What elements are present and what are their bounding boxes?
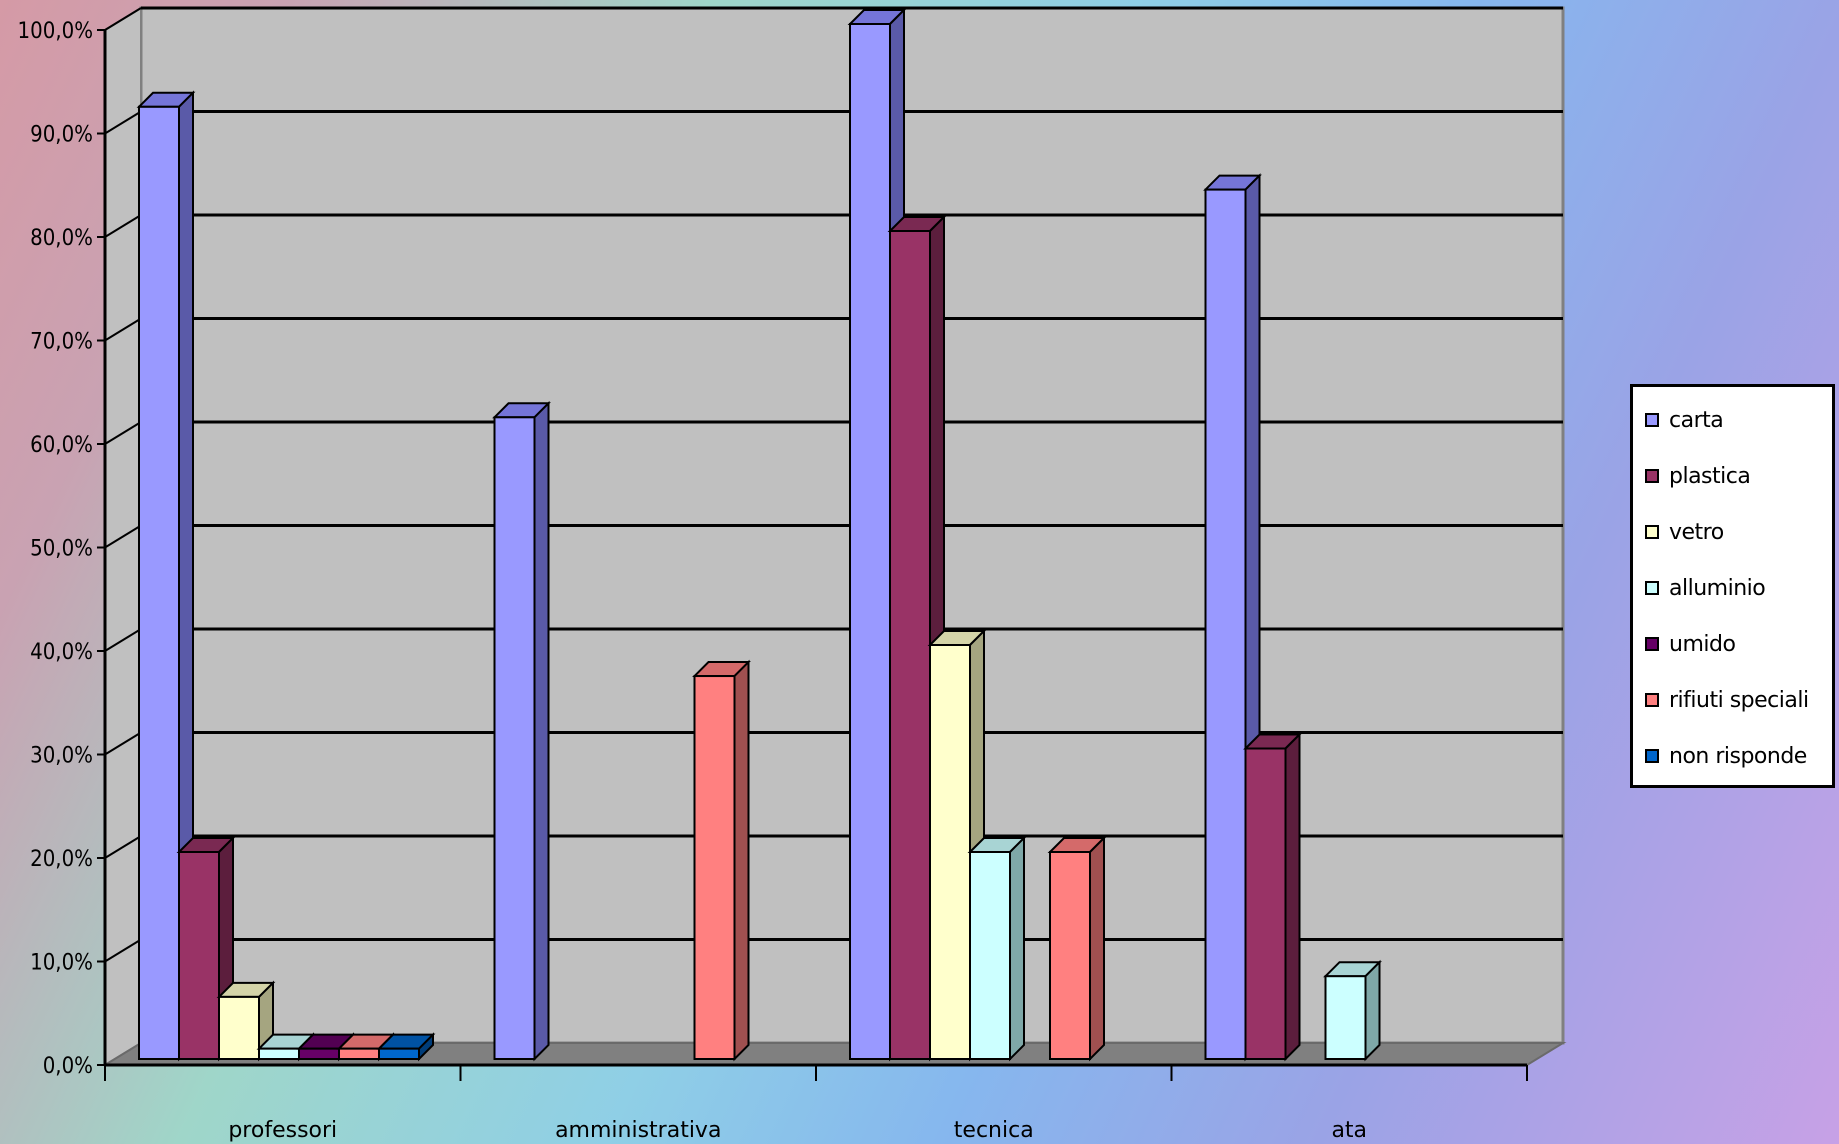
gridline-side bbox=[104, 835, 142, 859]
legend-swatch bbox=[1645, 469, 1659, 483]
chart-legend: carta plastica vetro alluminio umido rifiuti … bbox=[1630, 384, 1835, 788]
y-tick-label: 80,0% bbox=[30, 226, 93, 251]
legend-item: vetro bbox=[1645, 517, 1724, 547]
gridline-side bbox=[104, 317, 142, 342]
x-category-label: ata bbox=[1331, 1118, 1367, 1143]
legend-swatch bbox=[1645, 693, 1659, 707]
bar bbox=[136, 90, 196, 1062]
legend-label: vetro bbox=[1669, 519, 1724, 545]
y-tick-label: 70,0% bbox=[30, 330, 93, 355]
legend-swatch bbox=[1645, 749, 1659, 763]
y-tick-label: 20,0% bbox=[30, 847, 93, 872]
y-tick-label: 0,0% bbox=[43, 1054, 93, 1079]
legend-label: plastica bbox=[1669, 463, 1751, 489]
legend-swatch bbox=[1645, 637, 1659, 651]
x-category-label: professori bbox=[228, 1118, 337, 1143]
gridline-side bbox=[104, 214, 142, 238]
gridline-side bbox=[104, 110, 142, 135]
gridline-side bbox=[104, 524, 142, 549]
legend-item: carta bbox=[1645, 405, 1724, 435]
bar bbox=[1243, 732, 1302, 1062]
legend-item: umido bbox=[1645, 629, 1736, 659]
bar bbox=[1323, 959, 1382, 1062]
legend-label: carta bbox=[1669, 407, 1724, 433]
legend-item: rifiuti speciali bbox=[1645, 685, 1809, 715]
legend-label: non risponde bbox=[1669, 743, 1807, 769]
legend-label: umido bbox=[1669, 631, 1736, 657]
legend-swatch bbox=[1645, 413, 1659, 427]
gridline-side bbox=[104, 938, 142, 963]
legend-item: plastica bbox=[1645, 461, 1751, 491]
gridline-side bbox=[104, 7, 142, 31]
gridline-side bbox=[104, 628, 142, 652]
gridline-side bbox=[104, 731, 142, 756]
gridline-side bbox=[104, 421, 142, 445]
legend-item: non risponde bbox=[1645, 741, 1807, 771]
y-tick-label: 60,0% bbox=[30, 433, 93, 458]
bar bbox=[692, 659, 751, 1062]
y-tick-label: 30,0% bbox=[30, 744, 93, 769]
x-category-label: tecnica bbox=[954, 1118, 1034, 1143]
x-category-label: amministrativa bbox=[555, 1118, 721, 1143]
legend-label: rifiuti speciali bbox=[1669, 687, 1809, 713]
legend-label: alluminio bbox=[1669, 575, 1766, 601]
bar bbox=[967, 835, 1027, 1062]
y-tick-label: 90,0% bbox=[30, 123, 93, 148]
legend-swatch bbox=[1645, 525, 1659, 539]
y-tick-label: 40,0% bbox=[30, 640, 93, 665]
bar bbox=[492, 400, 551, 1062]
legend-item: alluminio bbox=[1645, 573, 1766, 603]
bar bbox=[376, 1032, 436, 1062]
y-tick-label: 50,0% bbox=[30, 537, 93, 562]
legend-swatch bbox=[1645, 581, 1659, 595]
y-tick-label: 10,0% bbox=[30, 951, 93, 976]
bar bbox=[1047, 835, 1107, 1062]
y-tick-label: 100,0% bbox=[18, 19, 93, 44]
